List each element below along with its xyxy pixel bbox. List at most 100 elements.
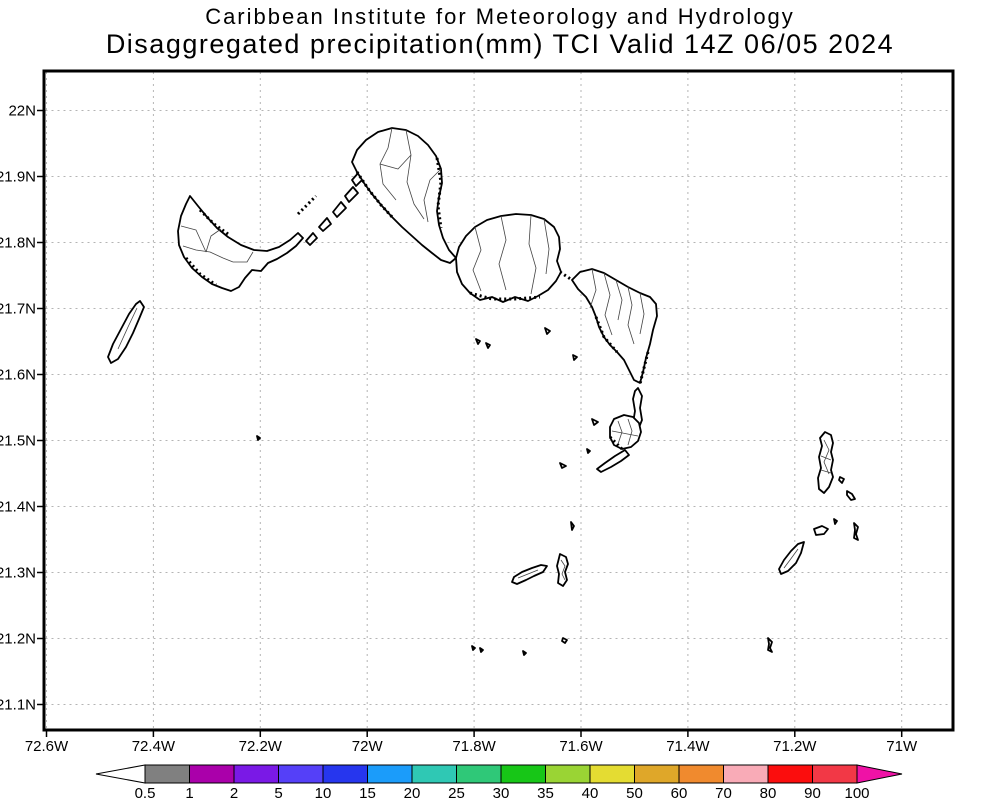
lon-tick-label: 72.6W: [25, 738, 69, 755]
graticule-layer: [45, 72, 952, 729]
colorbar-segment: [767, 764, 813, 784]
tiny-cay-1-outline: [833, 518, 838, 525]
lon-tick-label: 71.8W: [452, 738, 496, 755]
colorbar-tick-label: 100: [844, 785, 869, 800]
colorbar-tick-label: 2: [230, 785, 238, 800]
colorbar-segment: [589, 764, 635, 784]
colorbar-tick-label: 35: [537, 785, 554, 800]
middle-caicos-outline: [455, 213, 562, 303]
middle-caicos-south-band: [469, 291, 541, 301]
lat-tick-label: 22N: [8, 103, 36, 120]
salt-cay-districts: [783, 548, 799, 569]
french-cay-2-outline: [485, 342, 491, 349]
colorbar-left-arrow: [95, 764, 146, 784]
little-ambergris-cay-outline: [556, 553, 569, 587]
tiny-cay-4-outline: [572, 354, 578, 361]
lon-tick-label: 71.2W: [773, 738, 817, 755]
cay-east-of-grand-turk-outline: [838, 476, 845, 484]
cay-south-of-salt-cay-outline: [767, 637, 773, 653]
long-cay-east-outline: [853, 522, 859, 541]
east-caicos-east-band: [638, 351, 650, 385]
tiny-cay-west-outline: [256, 435, 261, 441]
axes-layer: 22N 21.9N 21.8N 21.7N 21.6N 21.5N 21.4N 21.3N 21…: [0, 103, 918, 756]
bush-cay-2-outline: [479, 647, 484, 653]
colorbar-tick-label: 60: [671, 785, 688, 800]
colorbar-segment: [411, 764, 457, 784]
lat-tick-label: 21.3N: [0, 565, 36, 582]
grand-turk-outline: [817, 431, 834, 494]
colorbar-right-arrow: [856, 764, 903, 784]
colorbar-segment: [233, 764, 279, 784]
south-caicos-districts: [611, 418, 639, 446]
south-caicos-outline: [609, 414, 642, 450]
lon-tick-label: 72.4W: [132, 738, 176, 755]
colorbar-tick-label: 10: [315, 785, 332, 800]
district-lines-layer: [117, 127, 832, 581]
providenciales-outline: [177, 195, 304, 292]
little-water-cay-band: [296, 194, 318, 216]
lon-tick-label: 72.2W: [239, 738, 283, 755]
title-line-2: Disaggregated precipitation(mm) TCI Vali…: [105, 29, 895, 59]
coast-detail-layer: [184, 157, 650, 451]
pine-cay-outline: [318, 217, 332, 232]
colorbar-segment: [812, 764, 858, 784]
dellis-cay-outline: [344, 186, 359, 203]
lat-tick-label: 21.7N: [0, 301, 36, 318]
big-ambergris-cay-outline: [511, 564, 548, 585]
south-caicos-spit-outline: [596, 449, 630, 473]
lon-tick-label: 71.4W: [666, 738, 710, 755]
water-cay-outline: [305, 232, 318, 246]
lat-tick-label: 21.9N: [0, 169, 36, 186]
colorbar-segment: [278, 764, 324, 784]
tiny-cay-3-outline: [570, 521, 575, 531]
colorbar-tick-label: 0.5: [135, 785, 156, 800]
lat-tick-label: 21.1N: [0, 697, 36, 714]
fort-george-cay-outline: [332, 201, 347, 218]
north-caicos-outline: [351, 127, 457, 264]
colorbar-tick-label: 40: [582, 785, 599, 800]
grand-turk-districts: [820, 439, 832, 475]
colorbar-segment: [634, 764, 680, 784]
fish-cay-outline: [561, 637, 568, 644]
colorbar-tick-label: 20: [404, 785, 421, 800]
dove-cay-outline: [586, 448, 591, 454]
colorbar-segment: [500, 764, 546, 784]
colorbar: 0.5 1 2 5 10 15 20 25 30 35 40 50 60 70 80 90 100: [95, 764, 903, 800]
lat-tick-label: 21.6N: [0, 367, 36, 384]
east-caicos-outline: [571, 268, 658, 384]
east-caicos-west-band: [594, 316, 619, 353]
cay-se-of-grand-turk-outline: [846, 490, 856, 501]
lat-tick-label: 21.5N: [0, 433, 36, 450]
colorbar-segment: [545, 764, 591, 784]
colorbar-tick-label: 50: [626, 785, 643, 800]
colorbar-segment: [189, 764, 235, 784]
providenciales-districts: [180, 225, 254, 263]
provo-north-band: [198, 208, 229, 236]
big-ambergris-districts: [517, 569, 539, 579]
east-caicos-districts: [589, 268, 645, 345]
tiny-cay-2-outline: [522, 650, 527, 656]
west-caicos-districts: [117, 307, 138, 350]
islands-layer: [107, 127, 859, 656]
bush-cay-1-outline: [471, 645, 476, 651]
map-frame: [42, 69, 955, 732]
colorbar-tick-label: 5: [274, 785, 282, 800]
north-caicos-districts: [379, 127, 442, 223]
colorbar-tick-label: 80: [760, 785, 777, 800]
colorbar-segment: [144, 764, 190, 784]
colorbar-tick-label: 15: [359, 785, 376, 800]
cay-near-south-caicos-outline: [591, 418, 599, 426]
caicos-cay-band: [355, 171, 396, 221]
colorbar-segment: [322, 764, 368, 784]
provo-south-band: [184, 257, 217, 287]
lat-tick-label: 21.8N: [0, 235, 36, 252]
lon-tick-label: 71.6W: [559, 738, 603, 755]
colorbar-tick-label: 30: [493, 785, 510, 800]
colorbar-segment: [456, 764, 502, 784]
colorbar-segment: [367, 764, 413, 784]
colorbar-tick-label: 70: [715, 785, 732, 800]
colorbar-segment: [723, 764, 769, 784]
colorbar-segment: [678, 764, 724, 784]
